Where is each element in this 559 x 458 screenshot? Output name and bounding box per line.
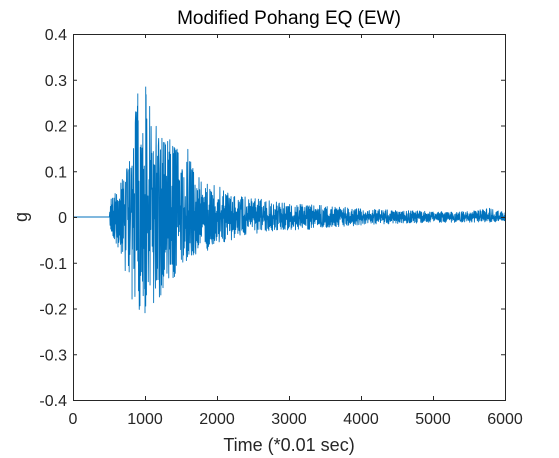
x-tick-label: 5000 (415, 411, 451, 428)
y-tick-label: 0.3 (45, 73, 67, 90)
y-tick-label: -0.2 (39, 302, 67, 319)
y-tick-label: 0.1 (45, 164, 67, 181)
y-tick-label: -0.3 (39, 347, 67, 364)
x-tick-label: 3000 (271, 411, 307, 428)
y-tick-label: 0.2 (45, 119, 67, 136)
y-tick-label: 0 (58, 210, 67, 227)
x-axis-label: Time (*0.01 sec) (223, 435, 354, 455)
x-tick-label: 2000 (199, 411, 235, 428)
x-tick-label: 0 (69, 411, 78, 428)
y-axis-label: g (11, 212, 31, 222)
tick-layer: 0 1000 2000 3000 4000 5000 6000 -0.4 -0.3 -0.2 -0.… (39, 27, 522, 428)
chart-title: Modified Pohang EQ (EW) (177, 8, 401, 29)
x-tick-label: 1000 (127, 411, 163, 428)
y-tick-label: -0.4 (39, 393, 67, 410)
x-tick-label: 6000 (487, 411, 523, 428)
y-tick-label: -0.1 (39, 256, 67, 273)
x-tick-label: 4000 (343, 411, 379, 428)
signal-layer (72, 86, 506, 314)
y-tick-label: 0.4 (45, 27, 67, 44)
